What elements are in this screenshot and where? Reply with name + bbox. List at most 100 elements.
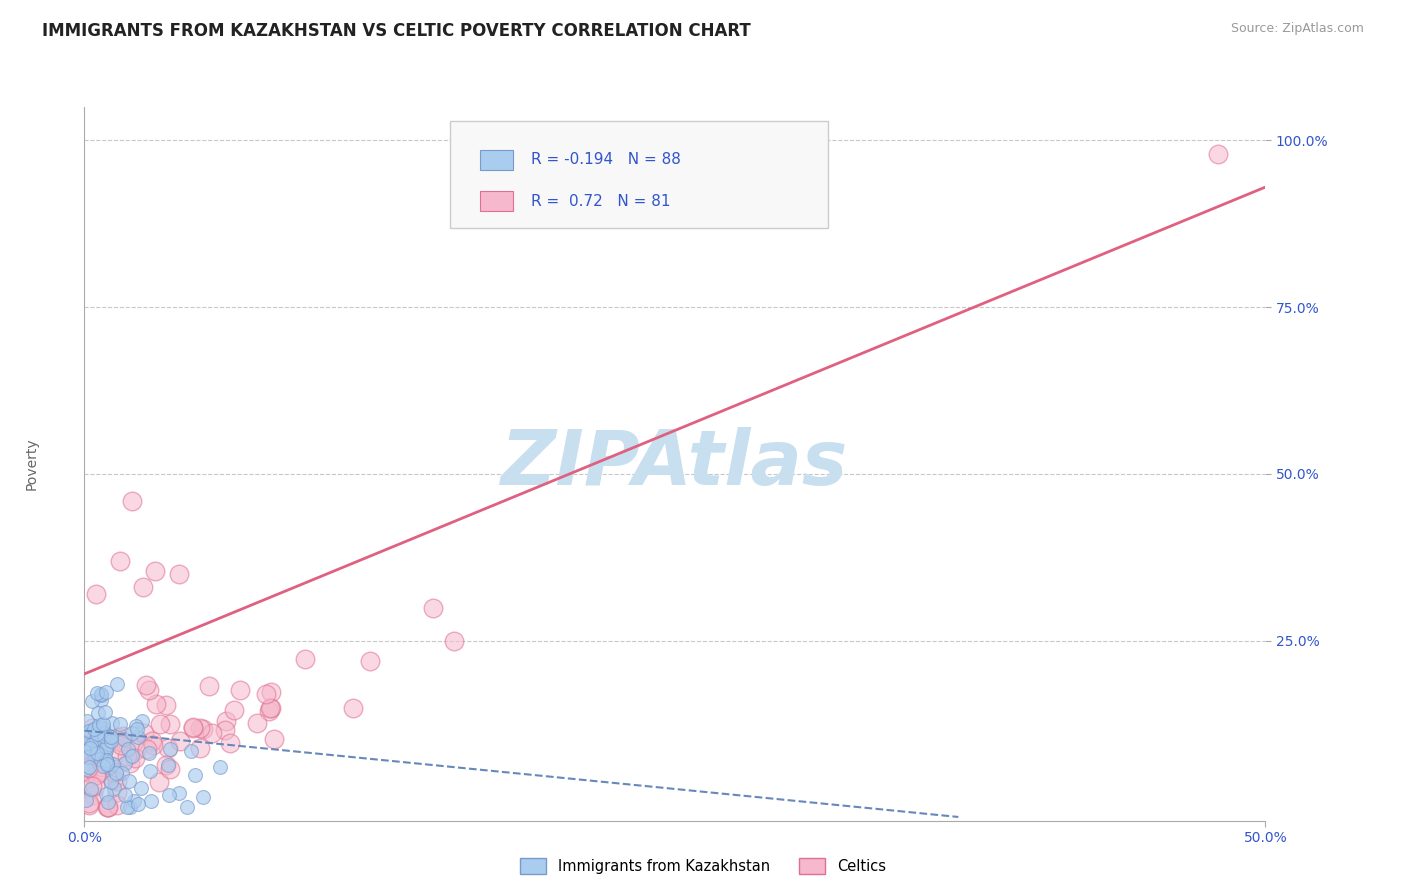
Point: [110, 738, 132, 752]
Point: [76, 739, 98, 754]
Point: [183, 721, 205, 735]
Point: [443, 634, 465, 648]
Point: [180, 743, 202, 757]
Point: [111, 729, 134, 743]
Point: [104, 732, 127, 747]
Point: [79, 796, 101, 810]
Point: [117, 749, 139, 764]
Point: [83, 747, 105, 761]
Point: [93, 725, 115, 739]
Point: [86, 721, 108, 735]
Point: [155, 698, 177, 713]
Point: [107, 731, 129, 745]
Point: [76, 762, 98, 776]
Point: [118, 800, 141, 814]
Point: [96, 755, 118, 769]
Point: [157, 758, 180, 772]
Text: ZIPAtlas: ZIPAtlas: [501, 427, 849, 500]
Point: [157, 789, 180, 803]
Point: [100, 734, 122, 748]
Point: [96, 800, 118, 814]
Point: [127, 722, 149, 736]
Point: [97, 796, 120, 810]
Point: [73, 744, 96, 758]
Point: [96, 758, 118, 772]
Text: Poverty: Poverty: [24, 438, 38, 490]
Point: [94, 747, 117, 761]
Point: [87, 706, 110, 720]
Point: [422, 600, 444, 615]
Point: [263, 732, 285, 747]
Point: [76, 765, 98, 780]
Point: [97, 800, 120, 814]
Point: [93, 758, 115, 772]
Point: [87, 765, 110, 780]
Point: [131, 714, 153, 729]
FancyBboxPatch shape: [479, 191, 513, 211]
Point: [77, 756, 100, 771]
Text: R =  0.72   N = 81: R = 0.72 N = 81: [531, 194, 671, 209]
Point: [135, 678, 157, 692]
Point: [86, 768, 108, 782]
Point: [148, 775, 170, 789]
Point: [77, 760, 100, 774]
Point: [83, 779, 105, 793]
Point: [76, 724, 98, 739]
Point: [105, 785, 128, 799]
Point: [127, 730, 149, 744]
Point: [86, 744, 108, 758]
Legend: Immigrants from Kazakhstan, Celtics: Immigrants from Kazakhstan, Celtics: [515, 852, 891, 880]
Point: [90, 687, 112, 701]
Point: [104, 743, 127, 757]
Point: [214, 723, 236, 737]
Point: [82, 693, 104, 707]
Point: [79, 741, 101, 756]
Text: Source: ZipAtlas.com: Source: ZipAtlas.com: [1230, 22, 1364, 36]
Point: [143, 564, 166, 578]
Point: [122, 794, 145, 808]
Point: [80, 782, 103, 797]
Point: [75, 735, 97, 749]
Point: [82, 780, 104, 794]
Point: [121, 493, 143, 508]
Point: [188, 741, 211, 756]
Point: [124, 743, 146, 757]
Point: [94, 753, 117, 767]
Point: [100, 731, 122, 745]
Point: [97, 759, 120, 773]
Point: [79, 760, 101, 774]
Point: [115, 800, 138, 814]
Point: [80, 739, 103, 753]
Point: [246, 716, 269, 731]
Point: [167, 786, 190, 800]
Point: [191, 789, 214, 804]
Point: [145, 697, 167, 711]
Point: [260, 701, 283, 715]
Point: [159, 762, 181, 776]
Point: [138, 682, 160, 697]
Point: [94, 743, 117, 757]
Point: [191, 722, 214, 736]
FancyBboxPatch shape: [450, 121, 828, 228]
Point: [132, 726, 155, 740]
Point: [86, 747, 108, 761]
Point: [91, 721, 114, 735]
Point: [75, 793, 97, 807]
Point: [82, 737, 104, 751]
Point: [111, 766, 134, 780]
Point: [76, 750, 98, 764]
Text: R = -0.194   N = 88: R = -0.194 N = 88: [531, 153, 681, 168]
Point: [103, 780, 125, 795]
Point: [228, 683, 250, 698]
Point: [188, 722, 211, 736]
Point: [359, 654, 381, 668]
Point: [181, 721, 204, 735]
Point: [77, 798, 100, 813]
Point: [118, 774, 141, 789]
Point: [159, 717, 181, 731]
Point: [122, 736, 145, 750]
Point: [208, 760, 231, 774]
Point: [118, 756, 141, 771]
Point: [82, 789, 104, 803]
Point: [110, 735, 132, 749]
